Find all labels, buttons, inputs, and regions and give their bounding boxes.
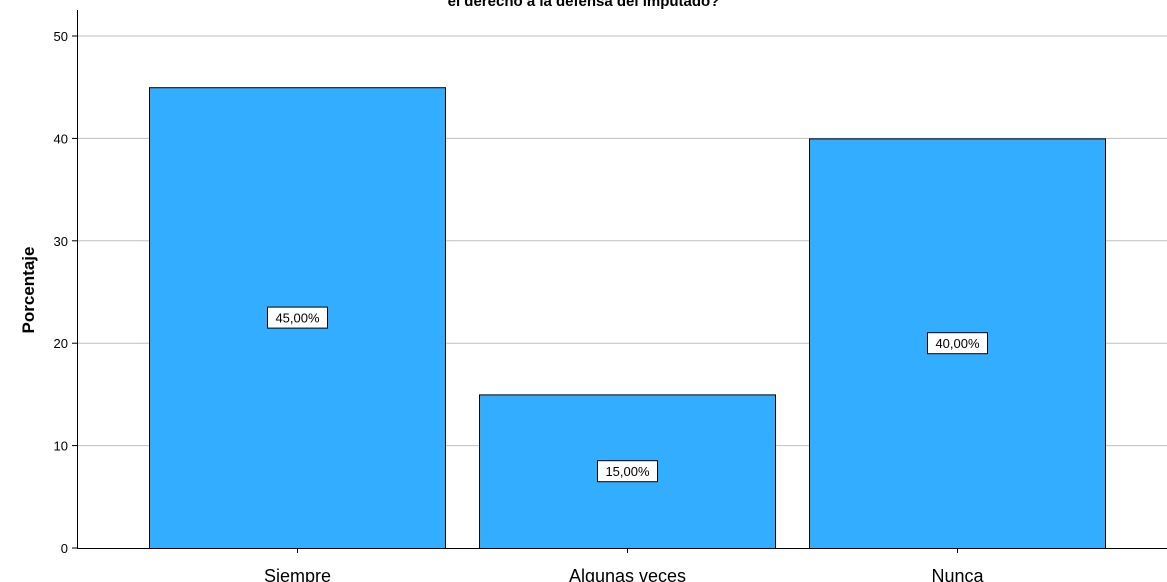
x-tick-labels: Siempre Algunas veces Nunca bbox=[264, 548, 985, 582]
data-labels: 45,00% 15,00% 40,00% bbox=[267, 306, 988, 483]
data-label: 15,00% bbox=[605, 464, 650, 479]
y-tick-label: 10 bbox=[54, 439, 68, 454]
data-label-box bbox=[597, 460, 658, 483]
data-label: 45,00% bbox=[275, 311, 320, 326]
y-tick-label: 40 bbox=[54, 131, 68, 146]
y-tick-label: 30 bbox=[54, 234, 68, 249]
data-label-box bbox=[927, 332, 988, 355]
data-label-box bbox=[267, 306, 328, 329]
y-tick-label: 0 bbox=[61, 541, 68, 556]
x-tick-label: Siempre bbox=[264, 566, 331, 582]
data-label: 40,00% bbox=[935, 336, 980, 351]
x-tick-label: Nunca bbox=[931, 566, 984, 582]
y-tick-label: 20 bbox=[54, 336, 68, 351]
y-tick-label: 50 bbox=[54, 29, 68, 44]
y-axis-label: Porcentaje bbox=[19, 247, 38, 334]
y-tick-labels: 0 10 20 30 40 50 bbox=[54, 29, 77, 556]
x-tick-label: Algunas veces bbox=[569, 566, 686, 582]
chart-title: el derecho a la defensa del imputado? bbox=[447, 0, 720, 10]
